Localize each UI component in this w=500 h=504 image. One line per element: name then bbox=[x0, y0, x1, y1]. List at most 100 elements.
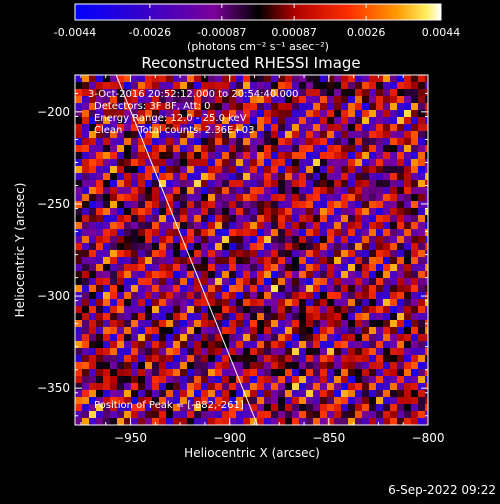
heatmap-cell bbox=[124, 75, 131, 82]
heatmap-cell bbox=[257, 292, 264, 299]
heatmap-cell bbox=[278, 250, 285, 257]
heatmap-cell bbox=[96, 397, 103, 404]
heatmap-cell bbox=[292, 418, 299, 425]
heatmap-cell bbox=[82, 418, 89, 425]
heatmap-cell bbox=[117, 264, 124, 271]
heatmap-cell bbox=[124, 215, 131, 222]
heatmap-cell bbox=[201, 404, 208, 411]
heatmap-cell bbox=[145, 159, 152, 166]
heatmap-cell bbox=[341, 124, 348, 131]
heatmap-cell bbox=[341, 138, 348, 145]
heatmap-cell bbox=[250, 390, 257, 397]
heatmap-cell bbox=[236, 362, 243, 369]
heatmap-cell bbox=[138, 383, 145, 390]
heatmap-cell bbox=[152, 166, 159, 173]
heatmap-cell bbox=[348, 194, 355, 201]
heatmap-cell bbox=[110, 320, 117, 327]
heatmap-cell bbox=[138, 299, 145, 306]
heatmap-cell bbox=[327, 418, 334, 425]
heatmap-cell bbox=[327, 159, 334, 166]
heatmap-cell bbox=[334, 173, 341, 180]
heatmap-cell bbox=[243, 369, 250, 376]
heatmap-cell bbox=[257, 243, 264, 250]
heatmap-cell bbox=[334, 201, 341, 208]
heatmap-cell bbox=[369, 131, 376, 138]
heatmap-cell bbox=[285, 404, 292, 411]
heatmap-cell bbox=[411, 117, 418, 124]
heatmap-cell bbox=[285, 383, 292, 390]
heatmap-cell bbox=[117, 313, 124, 320]
heatmap-cell bbox=[173, 383, 180, 390]
heatmap-cell bbox=[159, 348, 166, 355]
heatmap-cell bbox=[299, 292, 306, 299]
heatmap-cell bbox=[159, 152, 166, 159]
heatmap-cell bbox=[82, 243, 89, 250]
heatmap-cell bbox=[159, 75, 166, 82]
heatmap-cell bbox=[299, 306, 306, 313]
heatmap-cell bbox=[75, 418, 82, 425]
heatmap-cell bbox=[96, 166, 103, 173]
heatmap-cell bbox=[82, 264, 89, 271]
heatmap-cell bbox=[278, 390, 285, 397]
heatmap-cell bbox=[369, 145, 376, 152]
heatmap-cell bbox=[250, 201, 257, 208]
heatmap-cell bbox=[229, 257, 236, 264]
heatmap-cell bbox=[180, 362, 187, 369]
heatmap-cell bbox=[411, 257, 418, 264]
heatmap-cell bbox=[117, 103, 124, 110]
heatmap-cell bbox=[236, 397, 243, 404]
heatmap-cell bbox=[341, 89, 348, 96]
heatmap-cell bbox=[390, 397, 397, 404]
heatmap-cell bbox=[222, 222, 229, 229]
heatmap-cell bbox=[264, 362, 271, 369]
heatmap-cell bbox=[327, 82, 334, 89]
heatmap-cell bbox=[390, 362, 397, 369]
heatmap-cell bbox=[117, 250, 124, 257]
heatmap-cell bbox=[215, 257, 222, 264]
heatmap-cell bbox=[138, 117, 145, 124]
heatmap-cell bbox=[369, 285, 376, 292]
heatmap-cell bbox=[152, 201, 159, 208]
heatmap-cell bbox=[124, 292, 131, 299]
heatmap-cell bbox=[89, 327, 96, 334]
heatmap-cell bbox=[383, 152, 390, 159]
heatmap-cell bbox=[264, 383, 271, 390]
heatmap-cell bbox=[152, 278, 159, 285]
heatmap-cell bbox=[131, 89, 138, 96]
heatmap-cell bbox=[299, 418, 306, 425]
heatmap-cell bbox=[425, 103, 428, 110]
heatmap-cell bbox=[117, 411, 124, 418]
heatmap-cell bbox=[180, 124, 187, 131]
heatmap-cell bbox=[117, 229, 124, 236]
heatmap-cell bbox=[320, 271, 327, 278]
heatmap-cell bbox=[229, 138, 236, 145]
heatmap-cell bbox=[229, 383, 236, 390]
heatmap-cell bbox=[404, 194, 411, 201]
heatmap-cell bbox=[222, 117, 229, 124]
heatmap-cell bbox=[271, 299, 278, 306]
heatmap-cell bbox=[159, 103, 166, 110]
heatmap-cell bbox=[271, 369, 278, 376]
heatmap-cell bbox=[82, 152, 89, 159]
heatmap-cell bbox=[390, 390, 397, 397]
heatmap-cell bbox=[376, 117, 383, 124]
heatmap-cell bbox=[313, 75, 320, 82]
heatmap-cell bbox=[306, 103, 313, 110]
heatmap-cell bbox=[334, 250, 341, 257]
heatmap-cell bbox=[376, 187, 383, 194]
heatmap-cell bbox=[138, 75, 145, 82]
heatmap-cell bbox=[341, 271, 348, 278]
heatmap-cell bbox=[236, 327, 243, 334]
heatmap-cell bbox=[355, 131, 362, 138]
heatmap-cell bbox=[180, 257, 187, 264]
heatmap-cell bbox=[383, 390, 390, 397]
heatmap-cell bbox=[306, 215, 313, 222]
heatmap-cell bbox=[334, 320, 341, 327]
heatmap-cell bbox=[299, 348, 306, 355]
heatmap-cell bbox=[96, 215, 103, 222]
heatmap-cell bbox=[131, 362, 138, 369]
heatmap-cell bbox=[222, 264, 229, 271]
heatmap-cell bbox=[320, 110, 327, 117]
heatmap-cell bbox=[397, 75, 404, 82]
heatmap-cell bbox=[271, 89, 278, 96]
